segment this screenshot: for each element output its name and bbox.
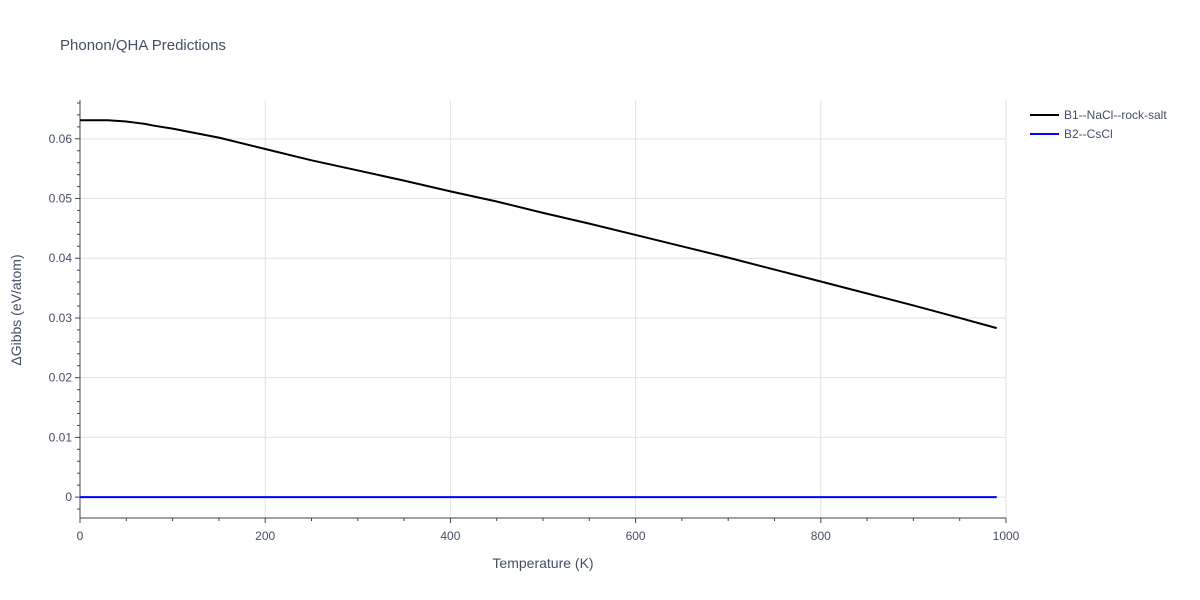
y-tick-label: 0.01 [49,430,73,444]
y-tick-label: 0.06 [49,132,73,146]
y-tick-label: 0.04 [49,251,73,265]
chart-title: Phonon/QHA Predictions [60,37,226,54]
x-tick-label: 200 [255,529,275,543]
y-tick-label: 0.03 [49,311,73,325]
grid [80,100,1007,518]
y-tick-label: 0.05 [49,192,73,206]
legend[interactable]: B1--NaCl--rock-salt B2--CsCl [1030,108,1167,141]
x-tick-label: 400 [440,529,460,543]
axes: 0 200 400 600 800 1000 0 0.01 0.02 0.03 0.04 0.05 0.… [49,100,1020,543]
y-tick-label: 0 [65,490,72,504]
legend-label: B1--NaCl--rock-salt [1064,108,1167,122]
series-line-1 [80,119,998,330]
x-tick-label: 600 [626,529,646,543]
legend-label: B2--CsCl [1064,127,1113,141]
x-axis-title: Temperature (K) [492,555,593,571]
x-tick-label: 0 [77,529,84,543]
x-tick-label: 1000 [993,529,1020,543]
series-layer [80,119,998,499]
y-axis-title: ΔGibbs (eV/atom) [8,254,24,365]
x-tick-label: 800 [811,529,831,543]
y-tick-label: 0.02 [49,371,73,385]
